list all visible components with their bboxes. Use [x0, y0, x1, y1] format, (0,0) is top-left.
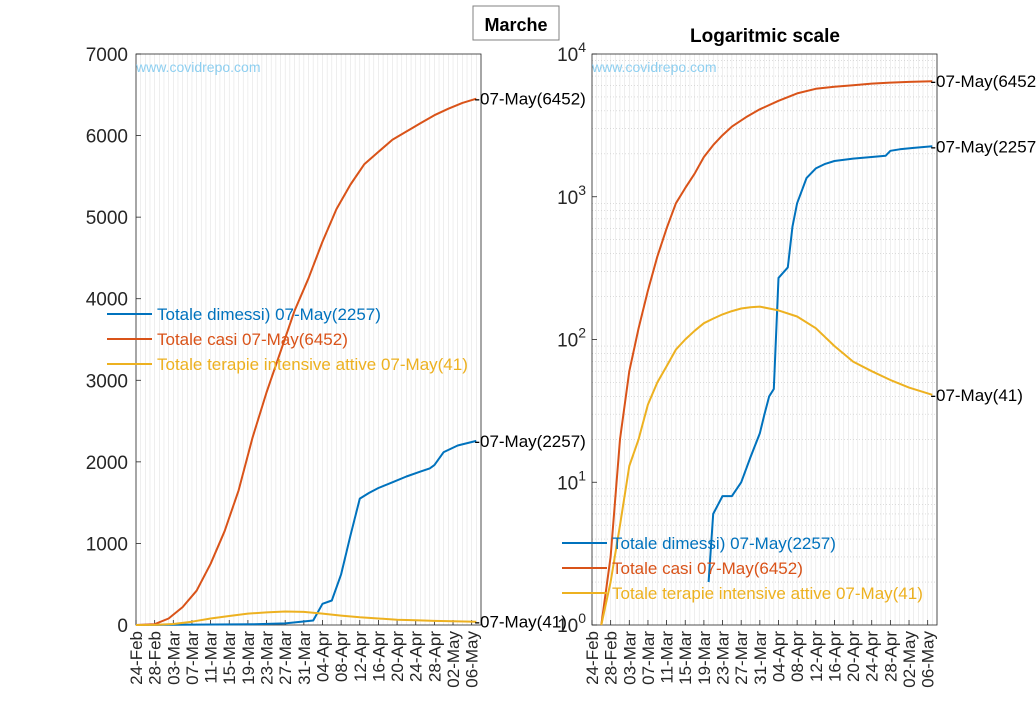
x-tick-label: 28-Feb [146, 631, 165, 685]
x-tick-label: 24-Feb [583, 631, 602, 685]
legend-label-1: Totale casi 07-May(6452) [157, 330, 348, 349]
right-watermark: www.covidrepo.com [591, 59, 717, 75]
x-tick-label: 15-Mar [676, 631, 695, 685]
end-label: -07-May(6452) [474, 90, 586, 109]
x-tick-label: 27-Mar [276, 631, 295, 685]
end-label: -07-May(41) [930, 386, 1023, 405]
right-legend: Totale dimessi) 07-May(2257) Totale casi … [562, 534, 923, 603]
y-tick-label: 2000 [86, 453, 128, 474]
y-tick-label: 104 [557, 39, 586, 66]
y-tick-label: 103 [557, 182, 586, 209]
x-tick-label: 16-Apr [369, 631, 388, 682]
right-y-axis: 100 101 102 103 104 [557, 39, 597, 637]
legend-label-2: Totale terapie intensive attive 07-May(4… [157, 355, 468, 374]
left-x-axis: 24-Feb 28-Feb 03-Mar 07-Mar 11-Mar 15-Mar 19-M… [127, 620, 482, 688]
x-tick-label: 15-Mar [220, 631, 239, 685]
x-tick-label: 31-Mar [751, 631, 770, 685]
x-tick-label: 28-Apr [425, 631, 444, 682]
figure-title: Marche [484, 15, 547, 35]
series-line-1 [135, 97, 477, 626]
left-y-axis: 0 1000 2000 3000 4000 5000 6000 7000 [86, 45, 141, 637]
x-tick-label: 04-Apr [313, 631, 332, 682]
x-tick-label: 27-Mar [732, 631, 751, 685]
y-tick-label: 6000 [86, 127, 128, 148]
right-x-axis: 24-Feb 28-Feb 03-Mar 07-Mar 11-Mar 15-Mar 19-M… [583, 620, 938, 688]
x-tick-label: 31-Mar [295, 631, 314, 685]
x-tick-label: 19-Mar [695, 631, 714, 685]
legend-label-1: Totale casi 07-May(6452) [612, 559, 803, 578]
x-tick-label: 20-Apr [388, 631, 407, 682]
y-tick-label: 102 [557, 325, 586, 352]
x-tick-label: 24-Apr [863, 631, 882, 682]
series-line-1 [600, 80, 933, 626]
left-legend: Totale dimessi) 07-May(2257) Totale casi … [107, 305, 468, 374]
x-tick-label: 16-Apr [825, 631, 844, 682]
y-tick-label: 1000 [86, 534, 128, 555]
x-tick-label: 20-Apr [844, 631, 863, 682]
x-tick-label: 12-Apr [351, 631, 370, 682]
end-label: -07-May(41) [474, 613, 567, 632]
x-tick-label: 06-May [463, 631, 482, 688]
figure-title-box: Marche [472, 5, 560, 41]
legend-label-0: Totale dimessi) 07-May(2257) [157, 305, 381, 324]
x-tick-label: 23-Mar [714, 631, 733, 685]
x-tick-label: 06-May [919, 631, 938, 688]
y-tick-label: 100 [557, 610, 586, 637]
left-series-group [135, 97, 477, 626]
x-tick-label: 12-Apr [807, 631, 826, 682]
x-tick-label: 02-May [444, 631, 463, 688]
end-label: -07-May(6452) [930, 72, 1036, 91]
right-grid [591, 54, 938, 625]
x-tick-label: 03-Mar [164, 631, 183, 685]
x-tick-label: 03-Mar [620, 631, 639, 685]
x-tick-label: 04-Apr [769, 631, 788, 682]
end-label: -07-May(2257) [474, 432, 586, 451]
right-series-group [600, 80, 933, 626]
series-line-2 [600, 305, 933, 626]
x-tick-label: 28-Apr [881, 631, 900, 682]
x-tick-label: 08-Apr [332, 631, 351, 682]
series-line-0 [707, 145, 933, 583]
legend-label-0: Totale dimessi) 07-May(2257) [612, 534, 836, 553]
series-line-0 [135, 439, 477, 626]
x-tick-label: 24-Feb [127, 631, 146, 685]
x-tick-label: 11-Mar [202, 631, 221, 684]
y-tick-label: 7000 [86, 45, 128, 66]
left-watermark: www.covidrepo.com [135, 59, 261, 75]
x-tick-label: 24-Apr [407, 631, 426, 682]
end-label: -07-May(2257) [930, 137, 1036, 156]
y-tick-label: 5000 [86, 208, 128, 229]
x-tick-label: 11-Mar [658, 631, 677, 684]
log-plot: Logaritmic scale www.covidrepo.com 10010… [557, 26, 1036, 688]
y-tick-label: 0 [117, 616, 128, 637]
x-tick-label: 07-Mar [183, 631, 202, 685]
legend-label-2: Totale terapie intensive attive 07-May(4… [612, 584, 923, 603]
series-line-2 [135, 610, 477, 626]
left-end-labels: -07-May(6452) -07-May(2257) -07-May(41) [474, 90, 586, 632]
right-end-labels: -07-May(6452) -07-May(2257) -07-May(41) [930, 72, 1036, 405]
x-tick-label: 02-May [900, 631, 919, 688]
x-tick-label: 28-Feb [602, 631, 621, 685]
x-tick-label: 07-Mar [639, 631, 658, 685]
y-tick-label: 101 [557, 467, 586, 494]
log-plot-title: Logaritmic scale [690, 26, 840, 47]
y-tick-label: 3000 [86, 371, 128, 392]
x-tick-label: 23-Mar [258, 631, 277, 685]
linear-plot: www.covidrepo.com 0 1000 2000 3000 4000 5000 6… [86, 45, 586, 688]
y-tick-label: 4000 [86, 290, 128, 311]
x-tick-label: 19-Mar [239, 631, 258, 685]
x-tick-label: 08-Apr [788, 631, 807, 682]
